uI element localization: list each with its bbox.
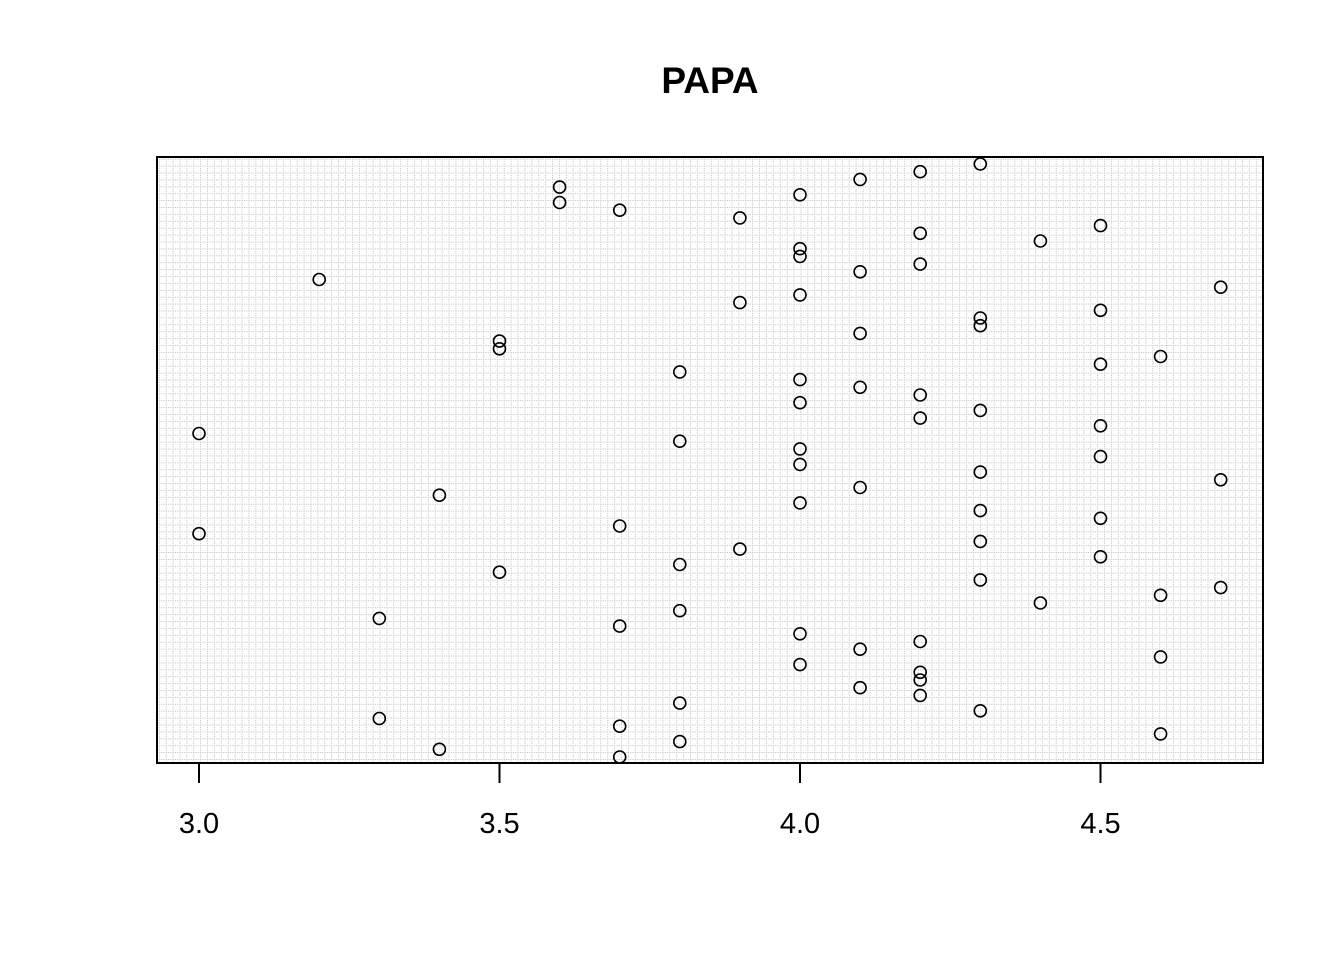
data-point — [793, 395, 807, 410]
data-point — [552, 195, 567, 210]
data-point — [913, 673, 928, 687]
data-point — [432, 742, 447, 757]
data-point — [612, 519, 627, 533]
data-point — [913, 688, 928, 703]
data-point — [192, 426, 206, 441]
data-point — [853, 326, 867, 341]
data-point — [672, 696, 687, 710]
x-tick-label: 4.5 — [1080, 808, 1120, 840]
data-point — [492, 341, 507, 356]
data-point — [672, 365, 687, 379]
data-point — [973, 465, 988, 479]
data-point — [853, 264, 867, 279]
data-point — [913, 665, 928, 680]
data-point — [973, 703, 988, 718]
x-tick-label: 3.5 — [479, 808, 519, 840]
data-point — [793, 626, 807, 641]
data-point — [793, 249, 807, 264]
data-point — [1093, 218, 1108, 233]
data-point — [1033, 596, 1048, 610]
data-point — [793, 657, 807, 672]
data-point — [793, 288, 807, 302]
data-point — [973, 311, 988, 325]
data-point — [1213, 580, 1228, 595]
data-point — [733, 542, 747, 556]
data-point — [1153, 650, 1168, 664]
data-point — [1093, 511, 1108, 526]
data-point — [733, 211, 747, 225]
data-point — [492, 565, 507, 580]
data-point — [1093, 357, 1108, 372]
data-point — [793, 442, 807, 456]
data-point — [793, 372, 807, 387]
data-point — [1093, 449, 1108, 464]
points-layer — [192, 157, 1228, 764]
x-axis: 3.0 3.5 4.0 4.5 — [179, 762, 1121, 840]
data-point — [913, 226, 928, 241]
data-point — [1153, 349, 1168, 364]
data-point — [973, 534, 988, 549]
data-point — [312, 272, 327, 287]
data-point — [552, 180, 567, 194]
data-point — [672, 603, 687, 618]
data-point — [973, 403, 988, 418]
x-tick-label: 4.0 — [780, 808, 820, 840]
data-point — [672, 434, 687, 449]
data-point — [1153, 588, 1168, 603]
data-point — [973, 573, 988, 587]
data-point — [1033, 234, 1048, 248]
data-point — [192, 526, 206, 541]
data-point — [913, 388, 928, 402]
data-point — [372, 711, 387, 726]
data-point — [793, 188, 807, 202]
data-point — [913, 257, 928, 271]
data-point — [1093, 549, 1108, 564]
data-point — [913, 411, 928, 425]
data-point — [612, 619, 627, 633]
data-point — [432, 488, 447, 503]
data-point — [672, 557, 687, 572]
x-tick-label: 3.0 — [179, 808, 219, 840]
data-point — [612, 719, 627, 734]
data-point — [853, 642, 867, 657]
data-point — [853, 380, 867, 395]
data-point — [973, 503, 988, 518]
data-point — [1213, 472, 1228, 487]
data-point — [672, 734, 687, 749]
data-point — [793, 496, 807, 510]
data-point — [853, 480, 867, 495]
data-point — [973, 318, 988, 333]
data-point — [913, 634, 928, 649]
data-point — [733, 295, 747, 310]
data-point — [793, 457, 807, 472]
data-point — [612, 203, 627, 217]
chart-title: PAPA — [661, 60, 758, 101]
data-point — [793, 241, 807, 256]
data-point — [492, 334, 507, 348]
data-point — [913, 164, 928, 179]
plot-grid — [157, 157, 1263, 763]
data-point — [1093, 418, 1108, 433]
data-point — [1093, 303, 1108, 318]
data-point — [853, 172, 867, 187]
data-point — [853, 680, 867, 695]
data-point — [1213, 280, 1228, 295]
data-point — [1153, 727, 1168, 741]
data-point — [372, 611, 387, 626]
